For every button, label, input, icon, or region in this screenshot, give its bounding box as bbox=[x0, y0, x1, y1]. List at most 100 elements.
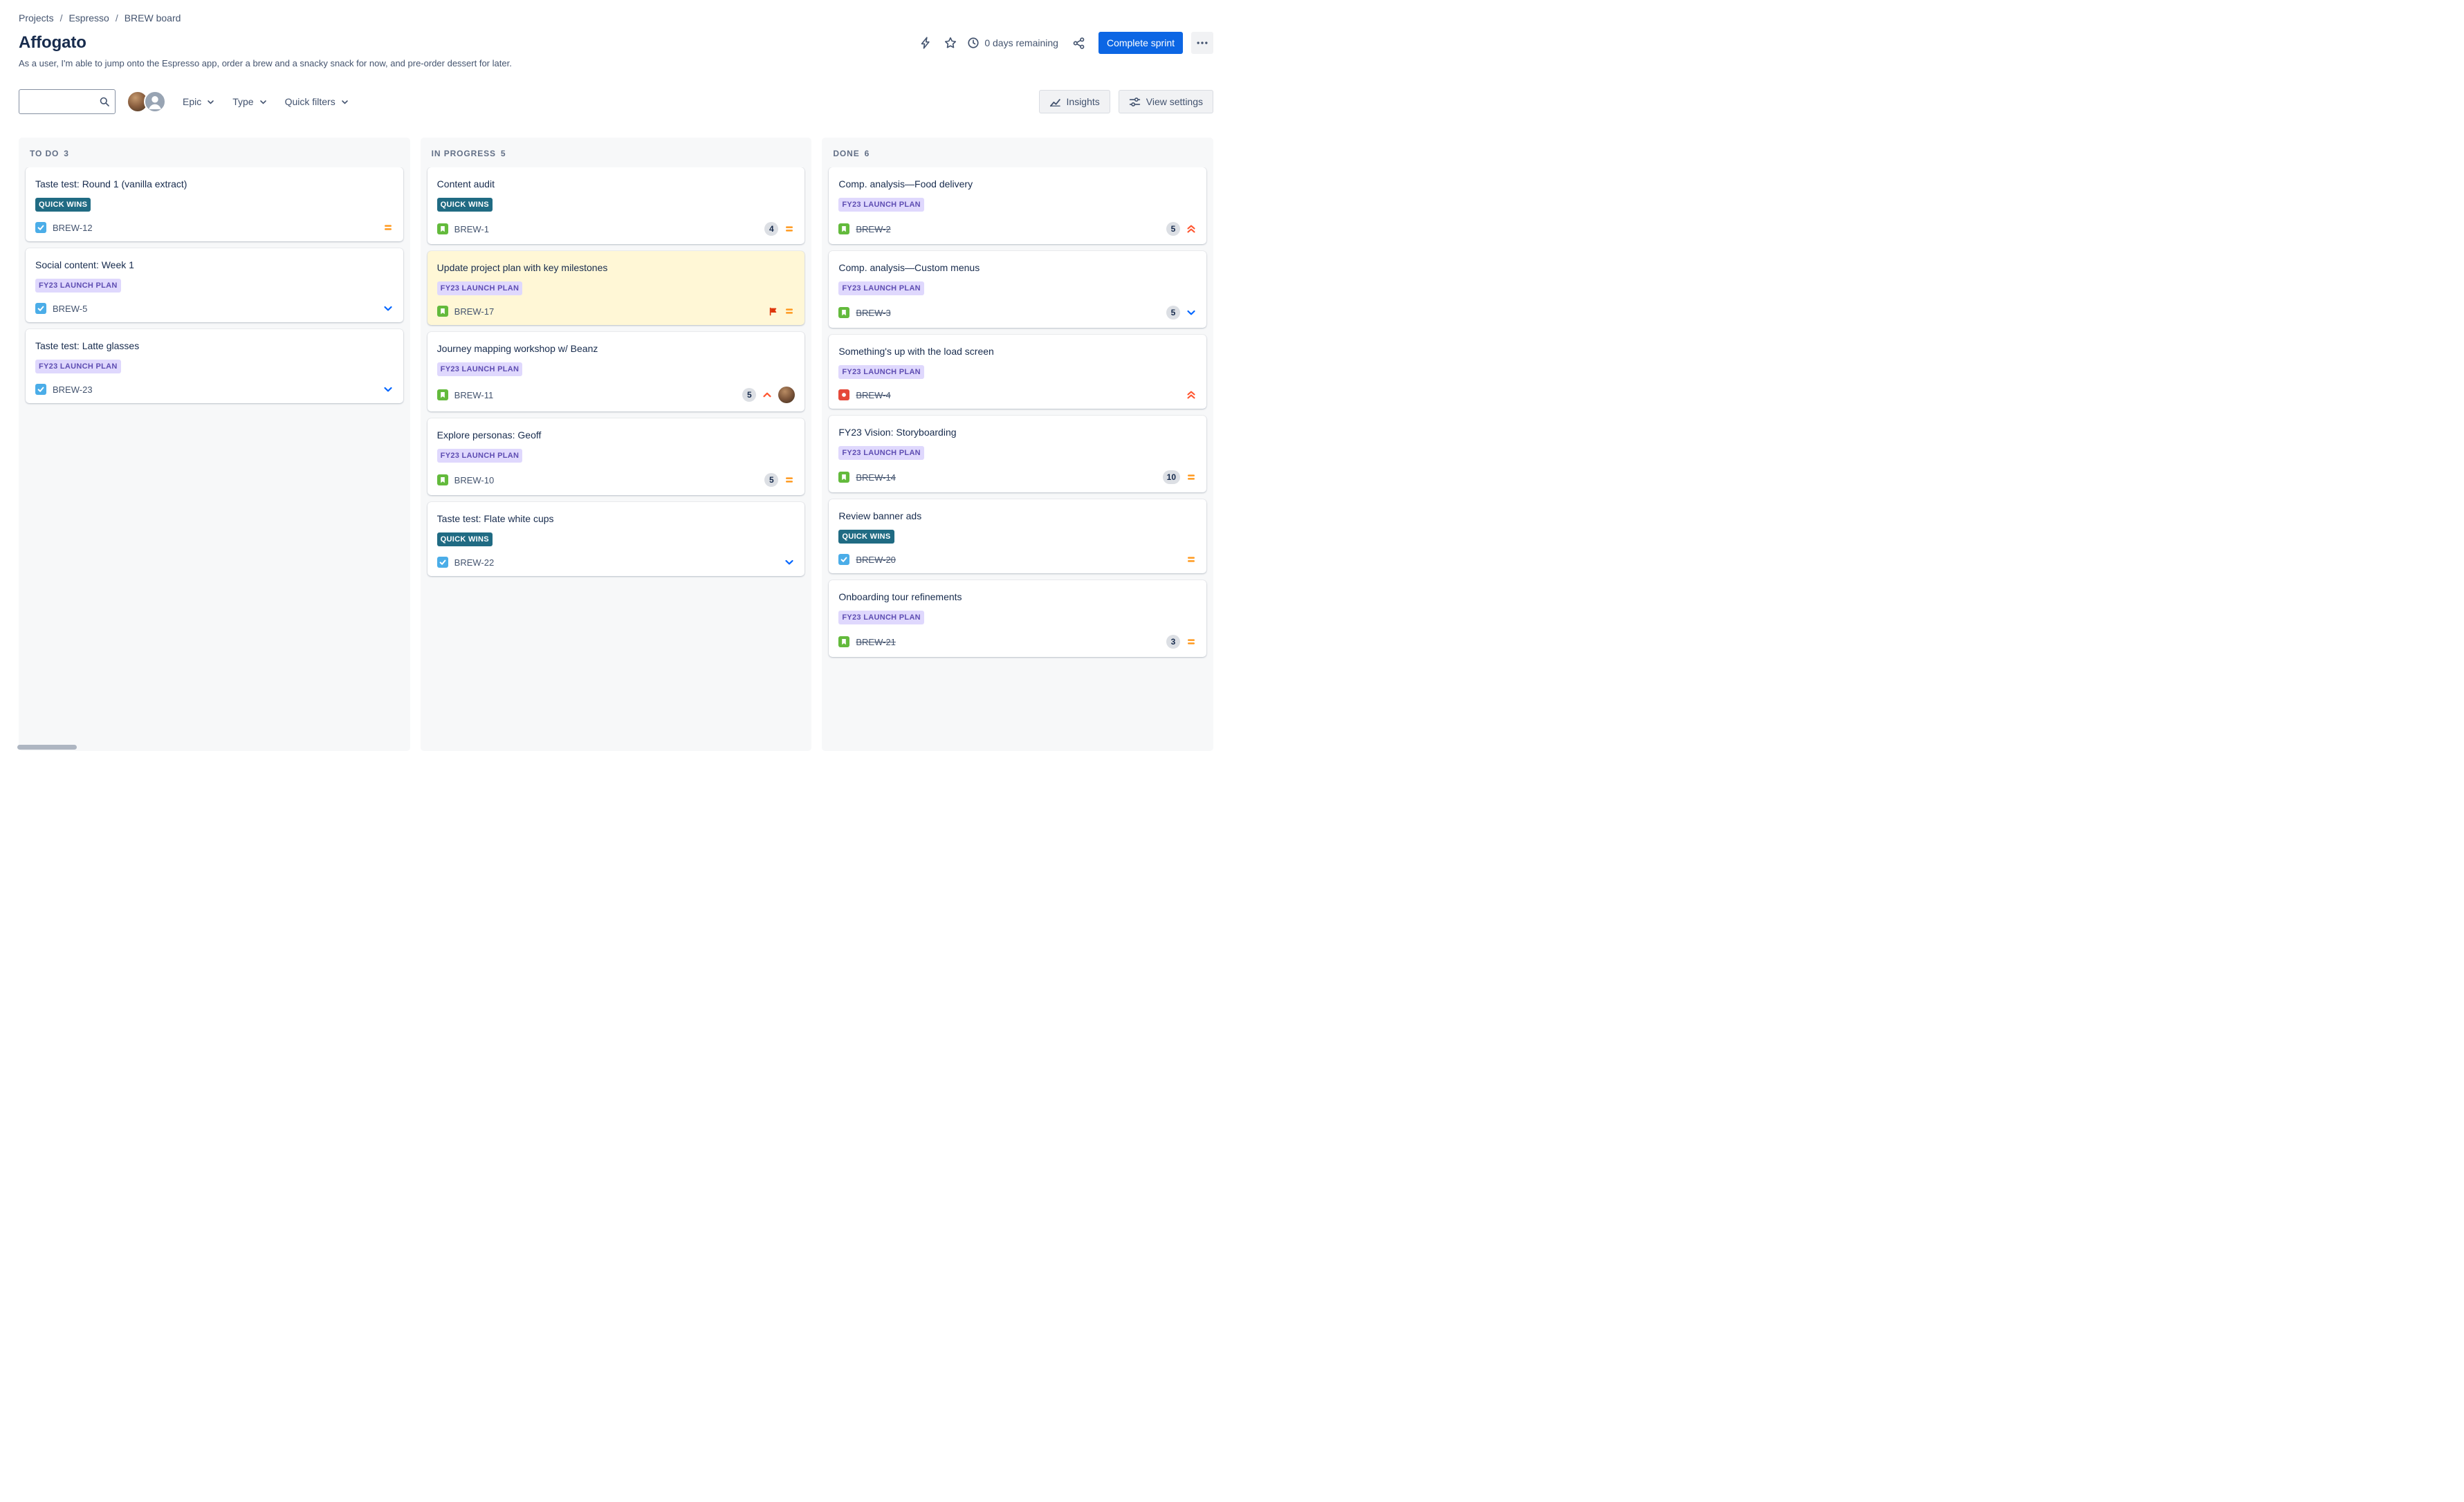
quick-filters-label: Quick filters bbox=[284, 96, 335, 107]
card-brew-21[interactable]: Onboarding tour refinements FY23 LAUNCH … bbox=[829, 580, 1207, 657]
epic-filter-dropdown[interactable]: Epic bbox=[176, 91, 223, 113]
issue-type-task-icon bbox=[35, 384, 46, 395]
card-brew-1[interactable]: Content audit QUICK WINS BREW-1 4 bbox=[427, 167, 805, 244]
card-badges: FY23 LAUNCH PLAN bbox=[838, 281, 1197, 295]
estimate-badge: 5 bbox=[742, 388, 757, 402]
breadcrumb-brew-board[interactable]: BREW board bbox=[124, 12, 181, 24]
search-input[interactable] bbox=[19, 89, 116, 114]
priority-medium-icon bbox=[784, 474, 795, 485]
quick-filters-dropdown[interactable]: Quick filters bbox=[278, 91, 357, 113]
share-button[interactable] bbox=[1068, 32, 1090, 54]
card-brew-10[interactable]: Explore personas: Geoff FY23 LAUNCH PLAN… bbox=[427, 418, 805, 495]
toolbar-right: Insights View settings bbox=[1038, 90, 1213, 113]
card-badges: FY23 LAUNCH PLAN bbox=[838, 446, 1197, 460]
epic-badge: FY23 LAUNCH PLAN bbox=[35, 360, 121, 373]
insights-chart-icon bbox=[1049, 98, 1060, 106]
automation-button[interactable] bbox=[914, 32, 937, 54]
issue-key: BREW-3 bbox=[856, 307, 891, 318]
issue-type-task-icon bbox=[35, 303, 46, 314]
card-brew-12[interactable]: Taste test: Round 1 (vanilla extract) QU… bbox=[26, 167, 403, 241]
issue-type-task-icon bbox=[35, 222, 46, 233]
issue-type-story-icon bbox=[838, 223, 850, 234]
more-menu-button[interactable] bbox=[1191, 32, 1213, 54]
card-brew-20[interactable]: Review banner ads QUICK WINS BREW-20 bbox=[829, 499, 1207, 573]
column-name: TO DO bbox=[30, 149, 59, 158]
card-brew-14[interactable]: FY23 Vision: Storyboarding FY23 LAUNCH P… bbox=[829, 416, 1207, 492]
card-footer: BREW-20 bbox=[838, 554, 1197, 565]
chevron-down-icon bbox=[259, 100, 266, 104]
card-footer: BREW-11 5 bbox=[436, 387, 796, 403]
estimate-badge: 5 bbox=[1166, 306, 1181, 319]
priority-low-icon bbox=[784, 557, 795, 568]
star-button[interactable] bbox=[939, 32, 962, 54]
flag-icon bbox=[768, 306, 778, 317]
card-brew-23[interactable]: Taste test: Latte glasses FY23 LAUNCH PL… bbox=[26, 329, 403, 403]
insights-button[interactable]: Insights bbox=[1038, 90, 1110, 113]
issue-key: BREW-23 bbox=[53, 384, 93, 395]
card-title: Taste test: Flate white cups bbox=[436, 513, 554, 524]
card-brew-17[interactable]: Update project plan with key milestones … bbox=[427, 251, 805, 325]
card-brew-4[interactable]: Something's up with the load screen FY23… bbox=[829, 335, 1207, 409]
priority-high-icon bbox=[762, 389, 773, 400]
column-cards: Taste test: Round 1 (vanilla extract) QU… bbox=[19, 167, 410, 410]
issue-type-story-icon bbox=[838, 307, 850, 318]
card-badges: FY23 LAUNCH PLAN bbox=[35, 279, 394, 293]
breadcrumb-espresso[interactable]: Espresso bbox=[68, 12, 109, 24]
issue-type-story-icon bbox=[838, 636, 850, 647]
card-brew-2[interactable]: Comp. analysis—Food delivery FY23 LAUNCH… bbox=[829, 167, 1207, 244]
card-title: Update project plan with key milestones bbox=[436, 262, 608, 273]
lightning-icon bbox=[921, 37, 930, 49]
card-badges: FY23 LAUNCH PLAN bbox=[436, 362, 796, 376]
card-footer-right bbox=[768, 306, 795, 317]
card-badges: FY23 LAUNCH PLAN bbox=[838, 611, 1197, 624]
card-brew-5[interactable]: Social content: Week 1 FY23 LAUNCH PLAN … bbox=[26, 248, 403, 322]
epic-filter-label: Epic bbox=[183, 96, 202, 107]
days-remaining-label: 0 days remaining bbox=[984, 37, 1058, 48]
card-brew-22[interactable]: Taste test: Flate white cups QUICK WINS … bbox=[427, 502, 805, 576]
card-badges: QUICK WINS bbox=[35, 198, 394, 212]
insights-label: Insights bbox=[1066, 96, 1100, 107]
card-footer-right bbox=[1186, 389, 1197, 400]
epic-badge: QUICK WINS bbox=[838, 530, 894, 544]
issue-key: BREW-21 bbox=[856, 636, 896, 647]
card-footer: BREW-5 bbox=[35, 303, 394, 314]
column-count: 3 bbox=[64, 149, 69, 158]
card-footer: BREW-14 10 bbox=[838, 470, 1197, 484]
breadcrumb-projects[interactable]: Projects bbox=[19, 12, 54, 24]
card-title: Comp. analysis—Custom menus bbox=[838, 262, 980, 273]
column-in-progress: IN PROGRESS 5 Content audit QUICK WINS B… bbox=[420, 138, 812, 751]
user-avatar-2[interactable] bbox=[144, 91, 166, 113]
avatar-group bbox=[127, 91, 166, 113]
issue-type-story-icon bbox=[436, 306, 448, 317]
issue-type-story-icon bbox=[436, 389, 448, 400]
view-settings-button[interactable]: View settings bbox=[1118, 90, 1213, 113]
card-footer: BREW-23 bbox=[35, 384, 394, 395]
assignee-avatar bbox=[778, 387, 796, 403]
card-title: Comp. analysis—Food delivery bbox=[838, 178, 973, 189]
issue-key: BREW-14 bbox=[856, 472, 896, 483]
board-toolbar: Epic Type Quick filters Insights View se… bbox=[19, 89, 1213, 114]
complete-sprint-button[interactable]: Complete sprint bbox=[1098, 32, 1183, 54]
estimate-badge: 4 bbox=[764, 222, 779, 236]
card-title: Onboarding tour refinements bbox=[838, 591, 962, 602]
card-footer-right bbox=[1186, 554, 1197, 565]
priority-medium-icon bbox=[1186, 554, 1197, 565]
card-footer: BREW-12 bbox=[35, 222, 394, 233]
issue-key: BREW-2 bbox=[856, 223, 891, 234]
issue-key: BREW-10 bbox=[454, 474, 495, 485]
column-count: 6 bbox=[864, 149, 870, 158]
epic-badge: FY23 LAUNCH PLAN bbox=[838, 198, 924, 212]
column-name: IN PROGRESS bbox=[431, 149, 496, 158]
sliders-icon bbox=[1129, 97, 1140, 106]
view-settings-label: View settings bbox=[1146, 96, 1203, 107]
card-footer-right bbox=[383, 222, 394, 233]
issue-key: BREW-1 bbox=[454, 223, 489, 234]
card-badges: FY23 LAUNCH PLAN bbox=[35, 360, 394, 373]
estimate-badge: 10 bbox=[1162, 470, 1181, 484]
card-badges: FY23 LAUNCH PLAN bbox=[436, 449, 796, 463]
card-brew-3[interactable]: Comp. analysis—Custom menus FY23 LAUNCH … bbox=[829, 251, 1207, 328]
horizontal-scrollbar-thumb[interactable] bbox=[17, 745, 77, 750]
days-remaining[interactable]: 0 days remaining bbox=[964, 37, 1065, 49]
card-brew-11[interactable]: Journey mapping workshop w/ Beanz FY23 L… bbox=[427, 332, 805, 411]
type-filter-dropdown[interactable]: Type bbox=[226, 91, 275, 113]
